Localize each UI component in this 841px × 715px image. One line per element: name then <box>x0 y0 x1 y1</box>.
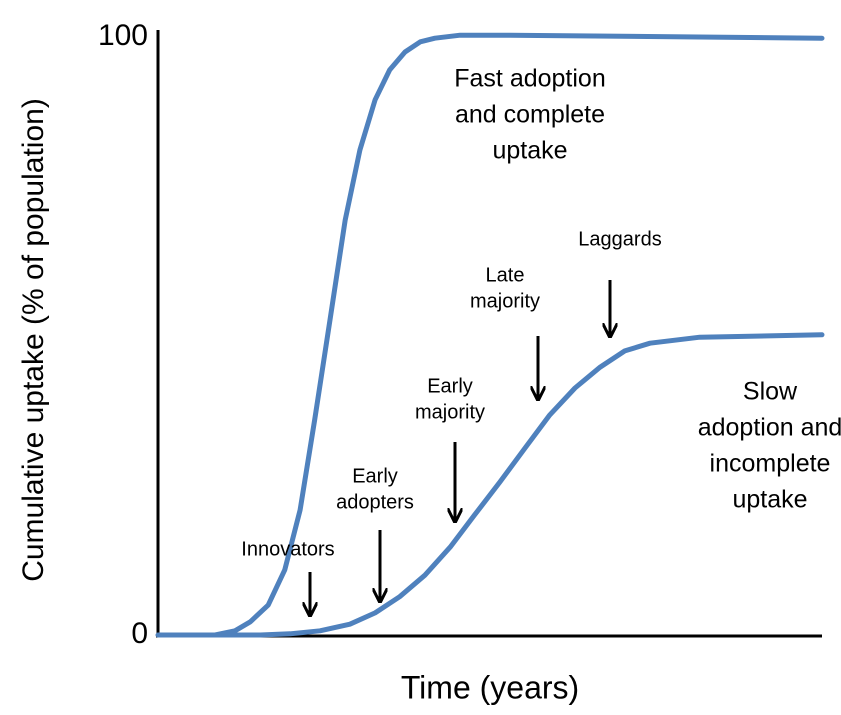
y-tick-label: 0 <box>131 617 148 650</box>
annotation: adoption and <box>698 414 841 442</box>
line <box>155 332 825 638</box>
x-axis-label: Time (years) <box>401 669 579 705</box>
y-tick-label: 100 <box>98 19 148 52</box>
annotation: Early <box>352 465 398 487</box>
annotation: majority <box>470 290 540 312</box>
annotation: and complete <box>455 101 605 129</box>
annotation: Innovators <box>241 538 334 560</box>
y-axis-label: Cumulative uptake (% of population) <box>17 98 50 582</box>
annotation: incomplete <box>710 450 831 478</box>
annotation: Slow <box>743 378 798 406</box>
annotation: Early <box>427 375 473 397</box>
annotation: Fast adoption <box>454 65 606 93</box>
annotation: Laggards <box>578 228 661 250</box>
annotation: uptake <box>492 137 567 165</box>
annotation: uptake <box>732 486 807 514</box>
line <box>162 32 825 638</box>
arrows <box>310 280 610 614</box>
annotation: adopters <box>336 491 414 513</box>
annotation: Late <box>486 264 525 286</box>
annotation: majority <box>415 401 485 423</box>
